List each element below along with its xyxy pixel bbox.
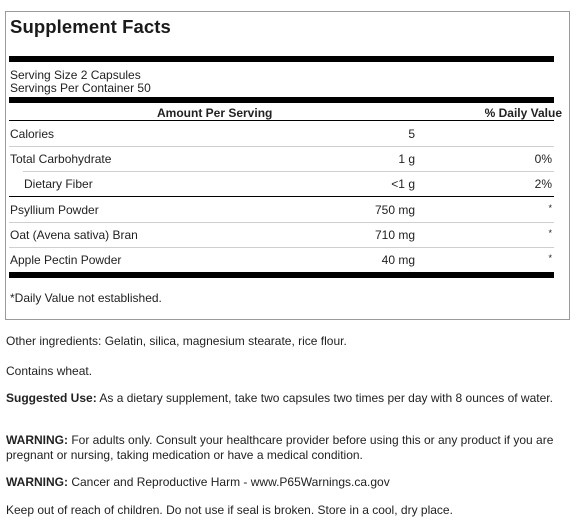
row-daily-value: 0% [534, 152, 552, 166]
allergen-statement: Contains wheat. [6, 364, 93, 378]
storage-instructions: Keep out of reach of children. Do not us… [6, 503, 453, 517]
row-amount: 750 mg [374, 203, 415, 217]
row-divider [23, 171, 554, 172]
row-daily-value: 2% [534, 177, 552, 191]
row-divider [9, 222, 554, 223]
table-row: Apple Pectin Powder 40 mg * [9, 247, 554, 272]
warning-label: WARNING: [6, 433, 68, 447]
row-name: Calories [10, 127, 55, 141]
header-rule [9, 120, 554, 121]
other-ingredients: Other ingredients: Gelatin, silica, magn… [6, 334, 347, 348]
row-daily-value: * [548, 253, 552, 263]
servings-per-container: Servings Per Container 50 [10, 81, 151, 95]
thick-rule-middle [9, 97, 554, 103]
warning-text: For adults only. Consult your healthcare… [6, 433, 554, 462]
table-row: Calories 5 [9, 121, 554, 146]
warning-text: Cancer and Reproductive Harm - www.P65Wa… [68, 475, 390, 489]
suggested-use-label: Suggested Use: [6, 391, 97, 405]
warning-adults: WARNING: For adults only. Consult your h… [6, 433, 572, 463]
daily-value-footnote: *Daily Value not established. [10, 291, 162, 305]
table-row: Oat (Avena sativa) Bran 710 mg * [9, 222, 554, 247]
warning-prop65: WARNING: Cancer and Reproductive Harm - … [6, 475, 572, 490]
row-daily-value: * [548, 203, 552, 213]
row-amount: 40 mg [381, 253, 415, 267]
row-name: Apple Pectin Powder [10, 253, 122, 267]
panel-title: Supplement Facts [10, 16, 171, 37]
row-name: Dietary Fiber [24, 177, 93, 191]
row-name: Total Carbohydrate [10, 152, 112, 166]
row-amount: 1 g [398, 152, 415, 166]
row-divider [9, 247, 554, 248]
thick-rule-top [9, 56, 554, 62]
table-row: Dietary Fiber <1 g 2% [9, 171, 554, 196]
row-amount: 710 mg [374, 228, 415, 242]
row-amount: <1 g [391, 177, 415, 191]
row-divider [9, 146, 554, 147]
row-divider [9, 196, 554, 197]
header-amount-per-serving: Amount Per Serving [157, 106, 273, 120]
serving-size: Serving Size 2 Capsules [10, 68, 141, 82]
thick-rule-bottom [9, 272, 554, 278]
row-name: Psyllium Powder [10, 203, 99, 217]
supplement-facts-panel [5, 11, 570, 320]
table-row: Psyllium Powder 750 mg * [9, 197, 554, 222]
row-daily-value: * [548, 228, 552, 238]
suggested-use: Suggested Use: As a dietary supplement, … [6, 391, 572, 406]
suggested-use-text: As a dietary supplement, take two capsul… [96, 391, 553, 405]
header-daily-value: % Daily Value [484, 106, 562, 120]
row-name: Oat (Avena sativa) Bran [10, 228, 138, 242]
row-amount: 5 [408, 127, 415, 141]
table-row: Total Carbohydrate 1 g 0% [9, 146, 554, 171]
warning-label: WARNING: [6, 475, 68, 489]
